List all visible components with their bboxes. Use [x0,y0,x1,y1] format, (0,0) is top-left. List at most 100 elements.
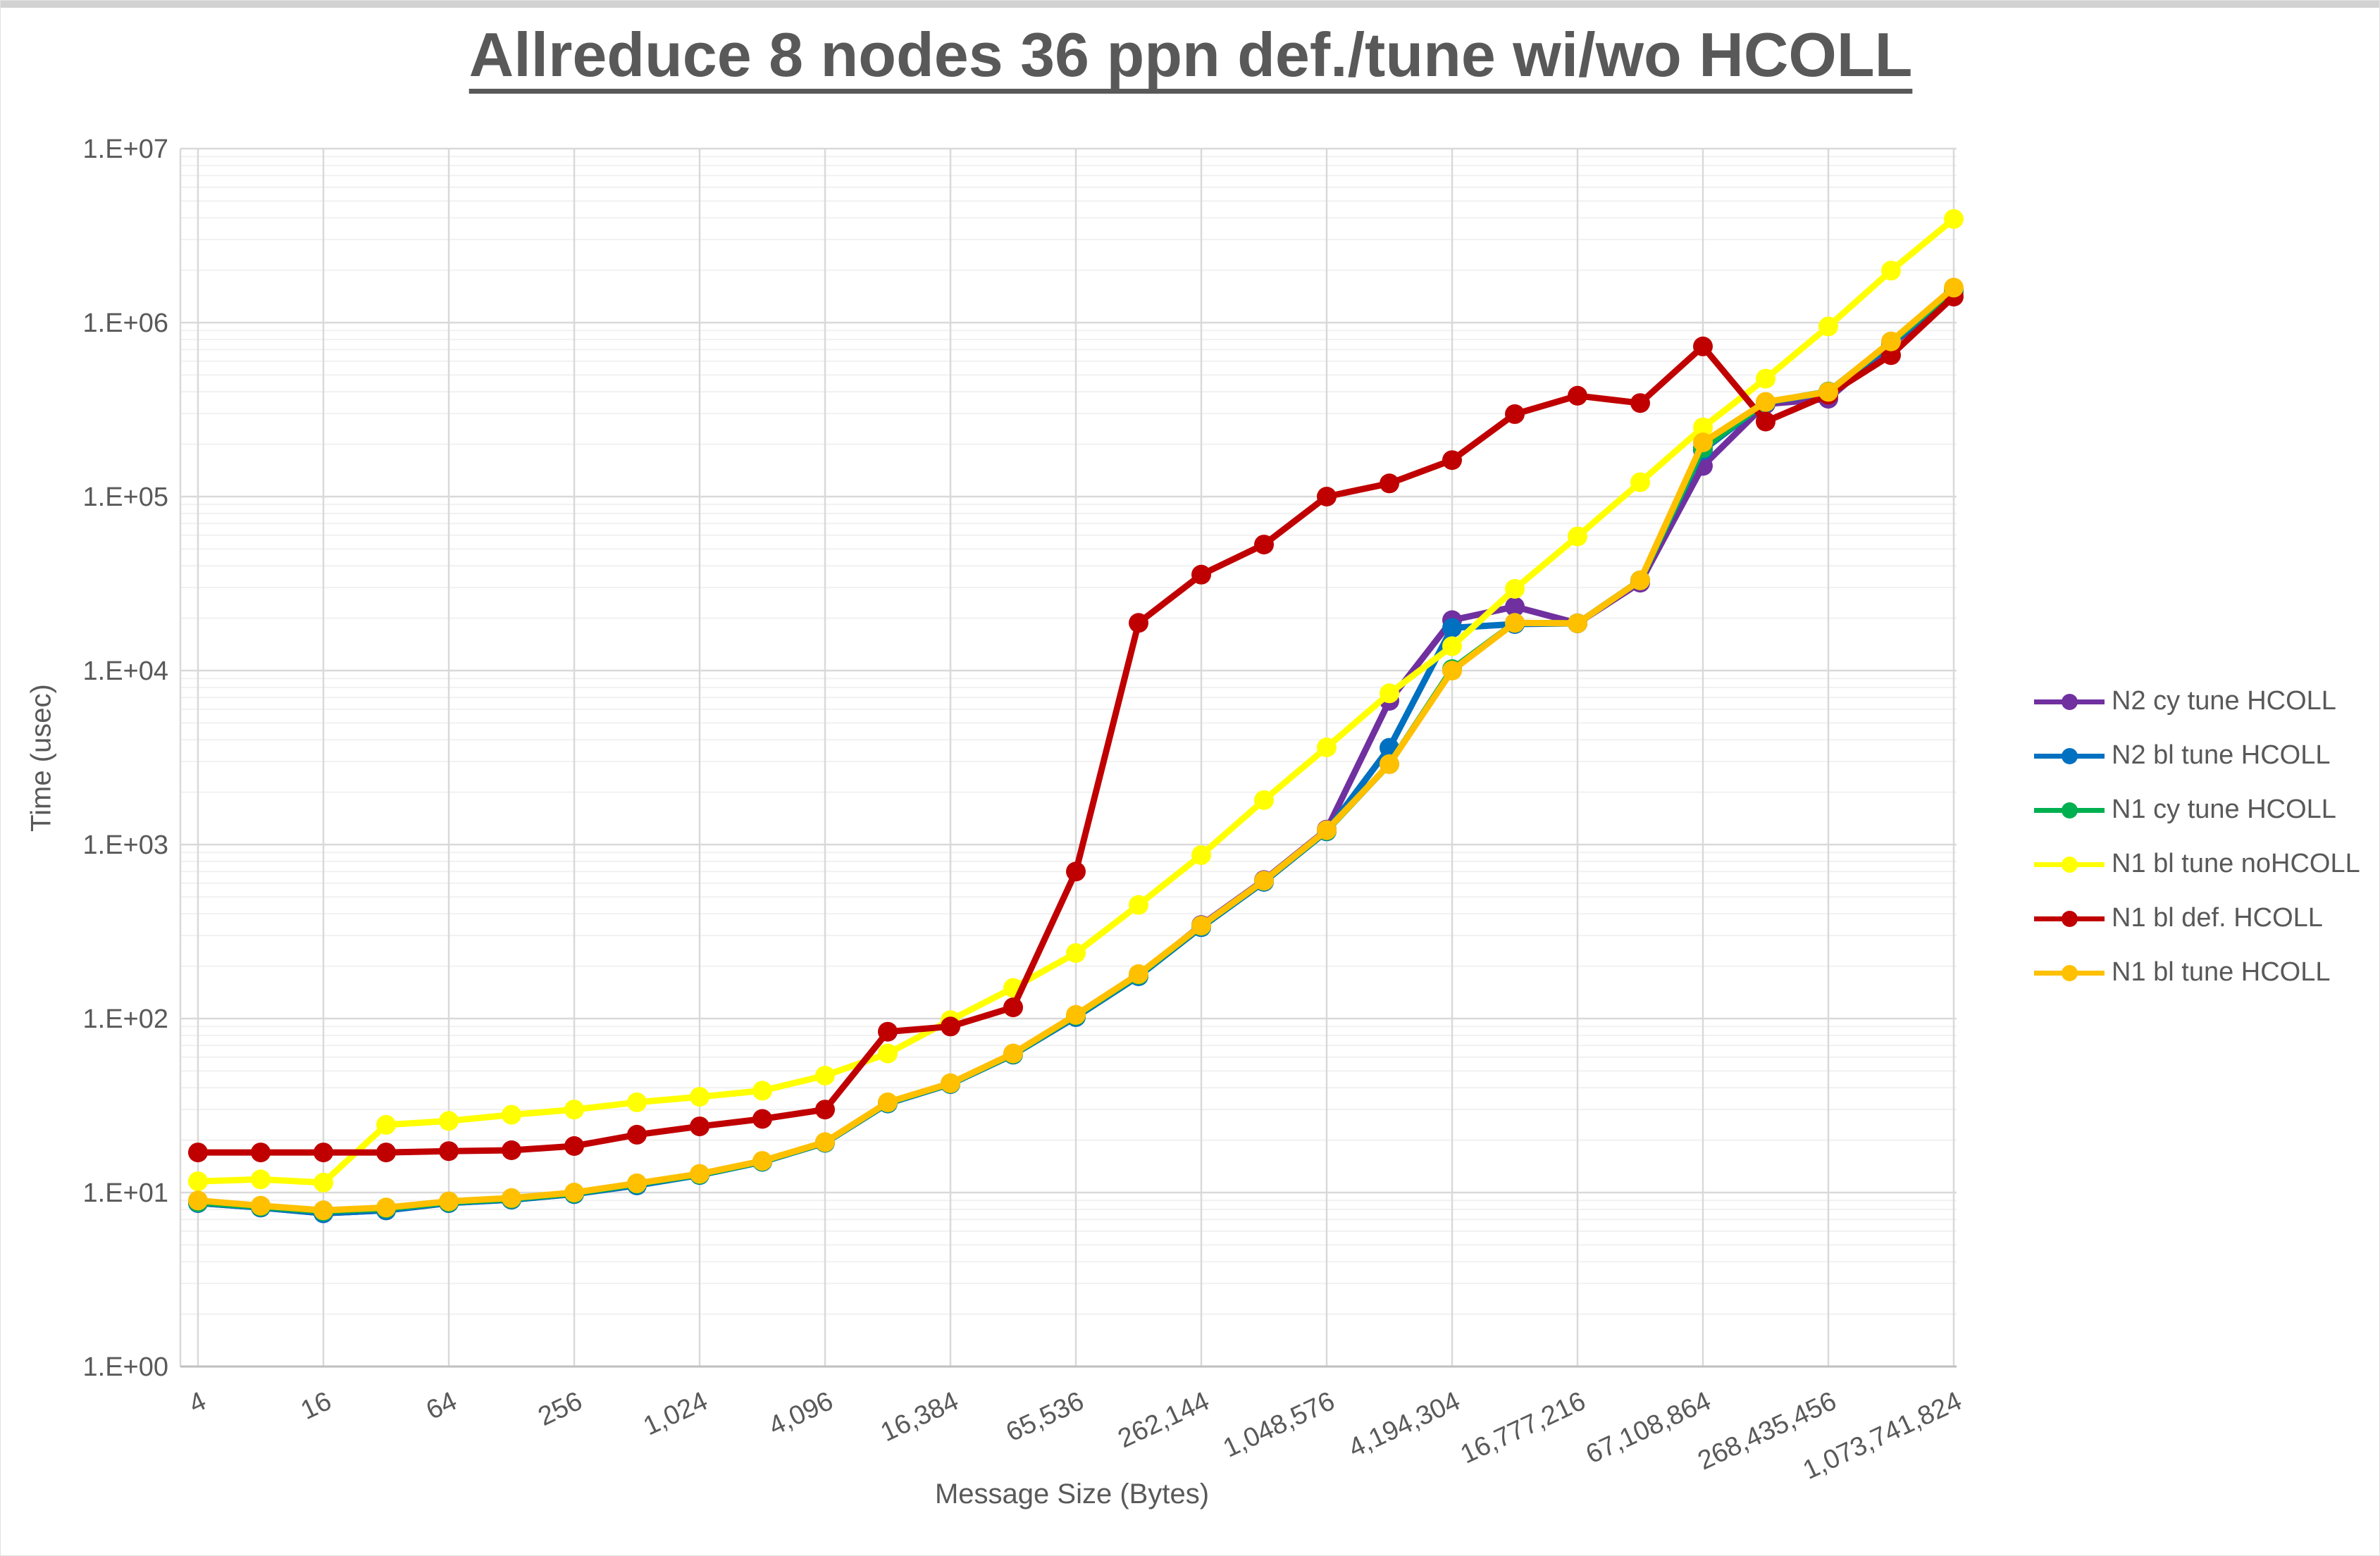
data-point-n1-bl-def-hcoll [1505,404,1525,424]
data-point-n1-bl-tune-hcoll [1066,1004,1086,1025]
data-point-n1-bl-tune-nohcoll [188,1171,208,1192]
data-point-n1-bl-def-hcoll [188,1143,208,1163]
data-point-n1-bl-tune-hcoll [1254,871,1274,891]
data-point-n1-bl-tune-hcoll [941,1073,960,1093]
data-point-n1-bl-tune-hcoll [188,1190,208,1211]
data-point-n1-bl-tune-nohcoll [1630,472,1650,492]
data-point-n1-bl-tune-hcoll [1944,278,1964,298]
data-point-n1-bl-tune-hcoll [627,1173,647,1193]
data-point-n1-bl-def-hcoll [1003,997,1023,1018]
data-point-n1-bl-def-hcoll [1630,393,1650,413]
data-point-n1-bl-tune-nohcoll [627,1092,647,1112]
legend-label: N2 bl tune HCOLL [2112,740,2331,770]
data-point-n1-bl-tune-hcoll [1442,661,1462,680]
y-tick-labels: 1.E+00 1.E+01 1.E+02 1.E+03 1.E+04 1.E+05 1.E+… [83,135,169,1382]
x-tick-label: 256 [534,1386,587,1432]
legend-label: N2 cy tune HCOLL [2112,686,2336,716]
legend-marker-icon [2034,909,2105,928]
x-tick-label: 262,144 [1114,1386,1214,1454]
data-point-n1-bl-def-hcoll [941,1016,960,1037]
legend-marker-icon [2034,801,2105,819]
data-point-n1-bl-def-hcoll [1129,613,1148,633]
data-point-n1-bl-def-hcoll [1254,535,1274,555]
y-tick-label: 1.E+03 [83,830,169,860]
x-tick-label: 1,048,576 [1219,1386,1339,1464]
x-tick-label: 16,777,216 [1456,1386,1590,1469]
data-point-n1-bl-def-hcoll [439,1141,459,1162]
data-point-n1-bl-tune-hcoll [314,1200,333,1221]
legend-item-n2-cy-tune-hcoll: N2 cy tune HCOLL [2034,674,2360,728]
legend-label: N1 bl def. HCOLL [2112,903,2323,933]
data-point-n1-bl-def-hcoll [690,1116,709,1137]
data-point-n1-bl-tune-nohcoll [878,1043,898,1064]
legend-marker-icon [2034,964,2105,982]
data-point-n1-bl-def-hcoll [564,1136,584,1156]
data-point-n1-bl-def-hcoll [1066,861,1086,882]
data-point-n1-bl-def-hcoll [1317,487,1337,506]
legend-marker-icon [2034,747,2105,765]
legend-marker-icon [2034,692,2105,711]
series-n1-bl-tune-nohcoll [188,208,1964,1193]
data-point-n1-bl-def-hcoll [1191,564,1211,585]
data-point-n1-bl-tune-nohcoll [690,1087,709,1107]
data-point-n1-bl-tune-nohcoll [564,1100,584,1120]
data-point-n1-bl-tune-hcoll [752,1151,772,1171]
data-point-n1-bl-def-hcoll [1442,450,1462,471]
y-tick-label: 1.E+05 [83,483,169,512]
gridlines [179,147,1957,1368]
data-point-n1-bl-tune-nohcoll [1066,943,1086,963]
data-point-n1-bl-tune-nohcoll [376,1114,396,1135]
x-tick-label: 4 [185,1386,211,1419]
y-tick-label: 1.E+04 [83,656,169,686]
data-point-n1-bl-def-hcoll [878,1021,898,1042]
x-tick-label: 65,536 [1002,1386,1089,1448]
top-border-strip [1,1,2379,8]
data-point-n1-bl-tune-hcoll [1756,392,1775,412]
x-tick-label: 4,096 [764,1386,838,1441]
data-point-n1-bl-tune-nohcoll [1818,316,1838,337]
series-n1-bl-tune-hcoll [188,278,1964,1221]
data-point-n1-bl-tune-nohcoll [1317,737,1337,757]
y-tick-label: 1.E+01 [83,1178,169,1208]
x-tick-label: 67,108,864 [1582,1386,1716,1469]
data-point-n1-bl-tune-hcoll [439,1191,459,1212]
y-axis-title: Time (usec) [25,684,57,832]
data-point-n1-bl-tune-nohcoll [314,1172,333,1193]
data-point-n1-bl-tune-hcoll [690,1164,709,1184]
data-point-n1-bl-def-hcoll [1568,385,1587,406]
data-point-n1-bl-tune-nohcoll [815,1066,835,1085]
data-point-n1-bl-tune-nohcoll [752,1081,772,1101]
data-point-n1-bl-def-hcoll [1756,411,1775,432]
data-point-n1-bl-tune-nohcoll [1129,895,1148,915]
data-point-n1-bl-def-hcoll [815,1100,835,1120]
legend-item-n1-bl-def-hcoll: N1 bl def. HCOLL [2034,891,2360,945]
legend-item-n1-bl-tune-hcoll: N1 bl tune HCOLL [2034,945,2360,1000]
data-point-n1-bl-tune-nohcoll [251,1169,271,1190]
x-tick-label: 64 [422,1386,461,1426]
data-point-n1-bl-def-hcoll [251,1143,271,1163]
legend-item-n1-cy-tune-hcoll: N1 cy tune HCOLL [2034,783,2360,837]
legend: N2 cy tune HCOLL N2 bl tune HCOLL N1 cy tu… [2034,674,2360,1000]
data-point-n1-bl-tune-hcoll [1568,613,1587,633]
data-point-n1-bl-def-hcoll [627,1124,647,1145]
data-point-n1-bl-tune-hcoll [564,1183,584,1202]
data-point-n1-bl-def-hcoll [1881,345,1901,366]
data-point-n1-bl-tune-nohcoll [1756,368,1775,389]
data-point-n1-bl-tune-hcoll [1191,916,1211,936]
data-point-n2-cy-tune-hcoll [1505,597,1525,617]
data-point-n1-bl-tune-hcoll [376,1197,396,1218]
data-point-n1-bl-tune-nohcoll [1944,208,1964,229]
data-point-n1-bl-tune-nohcoll [1254,790,1274,810]
chart-title: Allreduce 8 nodes 36 ppn def./tune wi/wo… [469,20,1913,89]
legend-label: N1 bl tune HCOLL [2112,957,2331,987]
data-point-n1-bl-tune-hcoll [502,1188,521,1208]
x-axis-title: Message Size (Bytes) [934,1479,1210,1510]
y-tick-label: 1.E+06 [83,309,169,338]
data-point-n1-bl-tune-nohcoll [1380,683,1399,704]
x-tick-label: 16,384 [876,1386,963,1448]
x-tick-label: 16 [297,1386,336,1426]
legend-item-n2-bl-tune-hcoll: N2 bl tune HCOLL [2034,728,2360,783]
data-point-n1-bl-tune-hcoll [1129,964,1148,984]
data-point-n1-bl-tune-hcoll [1505,613,1525,633]
